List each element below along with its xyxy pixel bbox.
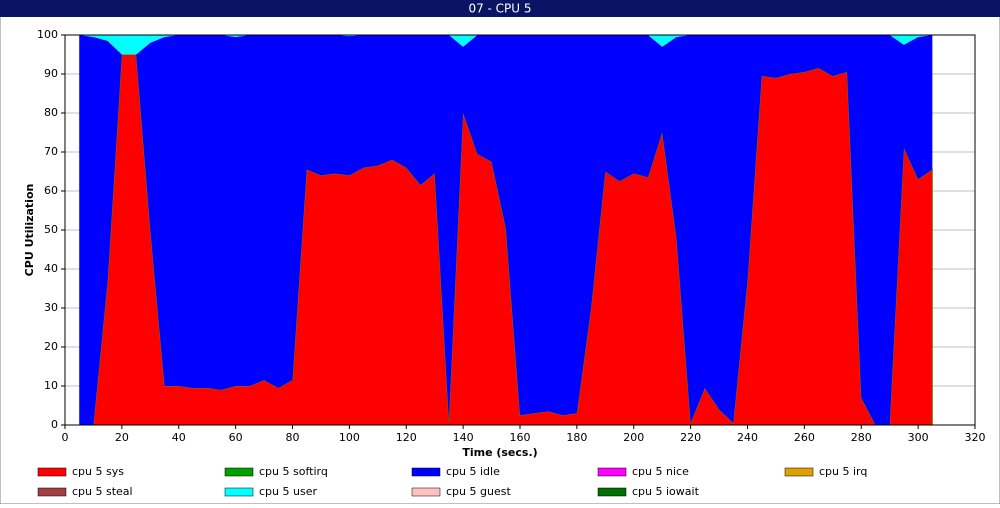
y-tick-label: 70 — [44, 145, 58, 158]
x-tick-label: 240 — [737, 431, 758, 444]
x-tick-label: 180 — [566, 431, 587, 444]
legend-label: cpu 5 irq — [819, 465, 867, 478]
x-tick-label: 280 — [851, 431, 872, 444]
plot-frame — [64, 34, 976, 426]
area — [79, 35, 933, 55]
legend-swatch — [784, 467, 814, 477]
legend-swatch — [224, 467, 254, 477]
x-tick-label: 120 — [396, 431, 417, 444]
x-tick-label: 220 — [680, 431, 701, 444]
y-tick-label: 100 — [37, 28, 58, 41]
legend-label: cpu 5 steal — [72, 485, 133, 498]
legend-label: cpu 5 idle — [446, 465, 500, 478]
x-axis-label: Time (secs.) — [462, 446, 537, 459]
x-tick-label: 0 — [62, 431, 69, 444]
x-tick-label: 320 — [965, 431, 986, 444]
legend-label: cpu 5 iowait — [632, 485, 700, 498]
x-tick-label: 80 — [286, 431, 300, 444]
y-tick-label: 60 — [44, 184, 58, 197]
y-axis-label: CPU Utilization — [23, 184, 36, 277]
legend-swatch — [597, 467, 627, 477]
x-tick-label: 200 — [623, 431, 644, 444]
x-tick-label: 160 — [510, 431, 531, 444]
y-tick-label: 40 — [44, 262, 58, 275]
legend-swatch — [411, 487, 441, 497]
x-tick-label: 140 — [453, 431, 474, 444]
y-tick-label: 80 — [44, 106, 58, 119]
y-tick-label: 30 — [44, 301, 58, 314]
legend-swatch — [37, 487, 67, 497]
legend-label: cpu 5 nice — [632, 465, 689, 478]
chart-title: 07 - CPU 5 — [468, 2, 531, 16]
legend-label: cpu 5 softirq — [259, 465, 328, 478]
x-tick-label: 300 — [908, 431, 929, 444]
x-tick-label: 100 — [339, 431, 360, 444]
x-tick-label: 260 — [794, 431, 815, 444]
x-tick-label: 40 — [172, 431, 186, 444]
y-tick-label: 90 — [44, 67, 58, 80]
area — [79, 35, 933, 425]
legend-label: cpu 5 user — [259, 485, 317, 498]
x-tick-label: 60 — [229, 431, 243, 444]
legend-swatch — [37, 467, 67, 477]
title-bar — [0, 0, 1000, 17]
legend-swatch — [224, 487, 254, 497]
y-tick-label: 50 — [44, 223, 58, 236]
y-tick-label: 10 — [44, 379, 58, 392]
y-tick-label: 20 — [44, 340, 58, 353]
legend-label: cpu 5 guest — [446, 485, 511, 498]
legend-swatch — [411, 467, 441, 477]
y-tick-label: 0 — [51, 418, 58, 431]
legend-label: cpu 5 sys — [72, 465, 124, 478]
x-tick-label: 20 — [115, 431, 129, 444]
legend-swatch — [597, 487, 627, 497]
